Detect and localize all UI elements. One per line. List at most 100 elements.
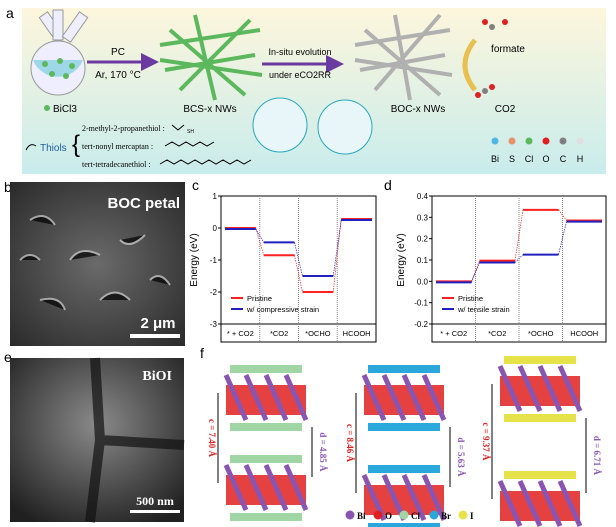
legend-label: C (560, 154, 567, 164)
arrow2-top-label: In-situ evolution (268, 47, 331, 57)
y-tick-label: 0.1 (417, 256, 429, 265)
legend-atom-cl-icon (525, 137, 533, 145)
d-spacing-label: d = 6.71 Å (592, 436, 602, 476)
bi-bond (263, 373, 289, 422)
legend-label: Pristine (247, 294, 272, 303)
halogen-layer-top (230, 455, 302, 463)
connector-pristine (558, 209, 567, 221)
connector-pristine (514, 209, 524, 261)
c-spacing-label: c = 9.37 Å (481, 422, 491, 461)
thiol-2-structure (164, 141, 215, 147)
halogen-layer-bottom (368, 523, 440, 527)
legend-label: I (470, 511, 474, 521)
y-tick-label: 0.3 (417, 213, 429, 222)
y-tick-label: -2 (210, 288, 218, 297)
bi-bond (421, 473, 447, 522)
bi-bond (283, 463, 309, 512)
panel-e-title: BiOI (142, 369, 172, 384)
bi-bond (381, 373, 407, 422)
bi-bond (243, 463, 269, 512)
connector-strained (514, 254, 524, 263)
panel-b-scale-label: 2 μm (140, 315, 175, 332)
nanowires2-label: BOC-x NWs (391, 104, 445, 115)
bi-bond (401, 473, 427, 522)
legend-label: w/ tensile strain (457, 305, 510, 314)
legend-atom-c-icon (559, 137, 567, 145)
panel-b-title: BOC petal (107, 195, 180, 212)
halogen-layer-top (230, 365, 302, 373)
panel-label-a: a (6, 5, 14, 21)
bcs-structure-inset (252, 97, 308, 153)
thiol-3-structure (159, 159, 252, 165)
legend-atom-o-icon (542, 137, 550, 145)
halogen-layer-bottom (230, 513, 302, 521)
thiol-1: 2-methyl-2-propanethiol : (82, 124, 165, 133)
legend-atom-bi-icon (491, 137, 499, 145)
bi-bond (421, 373, 447, 422)
arrow1-bottom-label: Ar, 170 °C (95, 70, 141, 81)
d-spacing-label: d = 4.85 Å (318, 432, 328, 472)
crystal-structure-1: c = 7.40 Å d = 4.85 Å (207, 365, 328, 521)
legend-atom-br-icon (429, 510, 439, 520)
legend-label: Br (441, 511, 451, 521)
sem-crack-texture (85, 357, 185, 523)
legend-atom-s-icon (508, 137, 516, 145)
connector-strained (558, 221, 567, 255)
legend-label: Pristine (458, 294, 483, 303)
legend-atom-o-icon (373, 510, 383, 520)
halogen-layer-top (504, 471, 576, 479)
connector-strained (471, 262, 480, 283)
legend-label: O (385, 511, 392, 521)
legend-label: w/ compressive strain (246, 305, 319, 314)
category-label: HCOOH (343, 329, 371, 338)
d-spacing-label: d = 5.63 Å (456, 437, 466, 477)
halogen-layer-top (504, 356, 576, 364)
category-label: *OCHO (528, 329, 554, 338)
legend-label: Bi (491, 154, 499, 164)
bi-bond (243, 373, 269, 422)
halogen-layer-top (368, 465, 440, 473)
bi-bond (497, 479, 523, 527)
y-tick-label: 0.4 (417, 192, 429, 201)
bi-bond (223, 373, 249, 422)
panel-b-scale-bar (130, 334, 180, 338)
crystal-structures: c = 7.40 Å d = 4.85 Å c = 8.46 Å d = 5.63 Å… (207, 356, 602, 527)
halogen-layer-top (368, 365, 440, 373)
arrow1-top-label: PC (111, 47, 125, 58)
halogen-layer-bottom (230, 423, 302, 431)
halogen-layer-bottom (368, 423, 440, 431)
y-tick-label: -1 (210, 256, 218, 265)
halogen-layer-bottom (504, 414, 576, 422)
precursor-label: BiCl3 (53, 104, 77, 115)
legend-atom-i-icon (458, 510, 468, 520)
formate-molecule-icon (482, 19, 508, 30)
bi-bond (557, 364, 583, 413)
connector-pristine (255, 227, 265, 256)
category-label: *CO2 (270, 329, 288, 338)
connector-pristine (294, 255, 303, 293)
category-label: *CO2 (488, 329, 506, 338)
y-axis-label: Energy (eV) (189, 233, 200, 286)
chart-d: 0.4 0.3 0.2 0.1 0.0 -0.1 -0.2 Energy (eV) * + CO… (396, 192, 607, 343)
bi-bond (517, 479, 543, 527)
element-legend-a: Bi S Cl O C H (491, 137, 584, 164)
panel-label-f: f (200, 345, 204, 361)
connector-strained (255, 228, 265, 243)
y-tick-label: 1 (213, 192, 218, 201)
thiols-label: Thiols (40, 143, 67, 154)
arrow2-bottom-label: under eCO2RR (269, 70, 332, 80)
category-label: * + CO2 (227, 329, 254, 338)
boc-structure-inset (317, 99, 373, 155)
c-spacing-label: c = 7.40 Å (207, 419, 217, 458)
thiol-1-structure (171, 124, 185, 131)
connector-pristine (332, 219, 342, 293)
panel-label-b: b (4, 179, 12, 195)
bicl3-dot-icon (44, 105, 50, 111)
panel-label-e: e (4, 349, 12, 365)
bi-bond (537, 364, 563, 413)
bi-bond (517, 364, 543, 413)
connector-strained (332, 219, 342, 277)
boc-nanowires-image (354, 13, 453, 101)
panel-e-scale-label: 500 nm (136, 494, 174, 508)
